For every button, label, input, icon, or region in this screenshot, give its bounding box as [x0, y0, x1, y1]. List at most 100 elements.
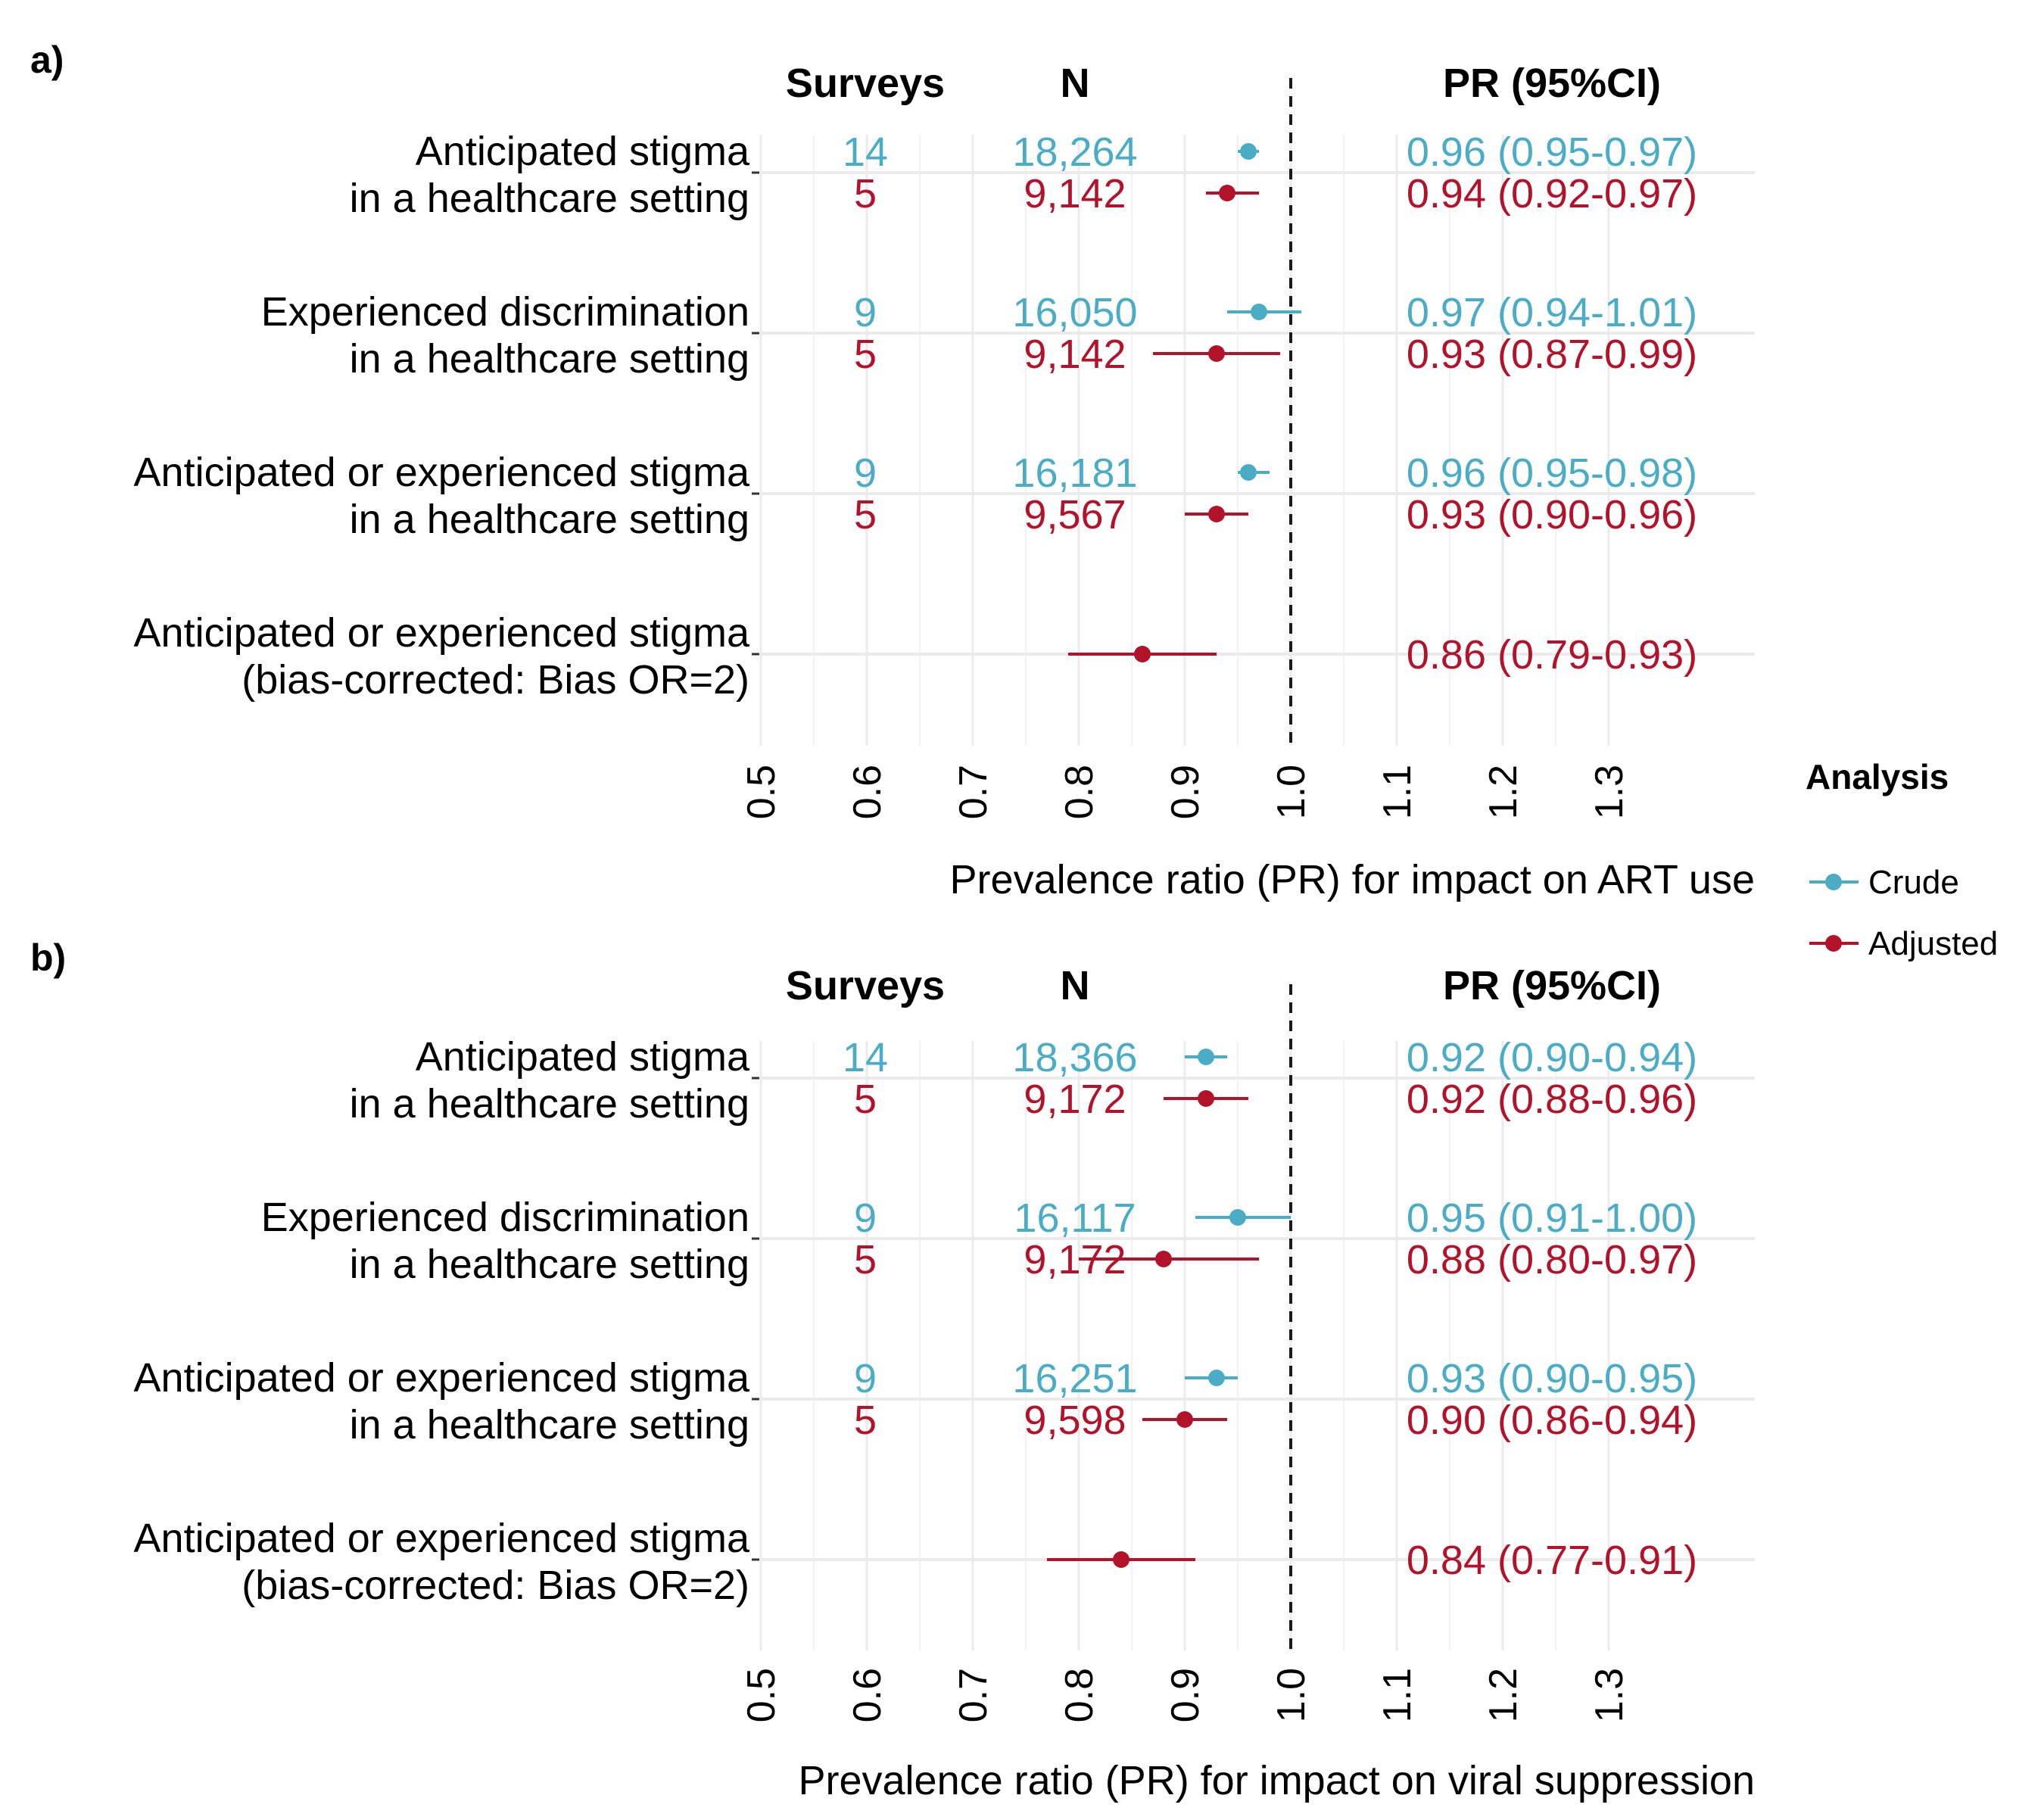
n-value: 16,181 [1012, 450, 1137, 496]
point-estimate [1251, 304, 1267, 320]
column-header-n: N [1061, 963, 1090, 1008]
point-estimate [1208, 345, 1225, 362]
x-tick-label: 0.7 [952, 765, 996, 819]
row-label-line2: in a healthcare setting [350, 1081, 749, 1127]
row-label-line2: (bias-corrected: Bias OR=2) [241, 1563, 749, 1608]
surveys-value: 5 [854, 1077, 877, 1122]
pr-ci-value: 0.84 (0.77-0.91) [1407, 1538, 1697, 1583]
pr-ci-value: 0.97 (0.94-1.01) [1407, 290, 1697, 335]
x-tick-label: 1.3 [1588, 1668, 1631, 1722]
point-estimate [1113, 1551, 1129, 1568]
panel-a: a)Surveys N PR (95%CI)Anticipated stigmain… [30, 39, 1755, 902]
adjusted-entry: 5 9,598 0.90 (0.86-0.94) [854, 1398, 1697, 1443]
adjusted-entry: 0.84 (0.77-0.91) [1047, 1538, 1697, 1583]
crude-entry: 9 16,050 0.97 (0.94-1.01) [854, 290, 1697, 335]
panel-b: b)Surveys N PR (95%CI)Anticipated stigmain… [30, 937, 1755, 1803]
n-value: 9,142 [1024, 171, 1126, 217]
surveys-value: 9 [854, 1195, 877, 1241]
point-estimate [1240, 143, 1257, 160]
crude-entry: 9 16,251 0.93 (0.90-0.95) [854, 1356, 1697, 1401]
surveys-value: 9 [854, 290, 877, 335]
legend-label: Adjusted [1868, 925, 1998, 962]
crude-entry: 9 16,117 0.95 (0.91-1.00) [854, 1195, 1697, 1241]
pr-ci-value: 0.86 (0.79-0.93) [1407, 632, 1697, 678]
legend: Analysis Crude Adjusted [1806, 757, 1998, 962]
n-value: 16,117 [1014, 1195, 1136, 1241]
x-tick-label: 0.5 [740, 1668, 784, 1722]
adjusted-entry: 5 9,142 0.93 (0.87-0.99) [854, 332, 1697, 377]
surveys-value: 9 [854, 450, 877, 496]
x-tick-label: 0.8 [1058, 765, 1101, 819]
x-tick-label: 0.9 [1164, 765, 1207, 819]
row-label-line1: Anticipated or experienced stigma [134, 450, 750, 495]
x-tick-label: 0.5 [740, 765, 784, 819]
adjusted-entry: 0.86 (0.79-0.93) [1068, 632, 1697, 678]
x-tick-label: 1.1 [1376, 765, 1419, 819]
surveys-value: 9 [854, 1356, 877, 1401]
crude-entry: 14 18,264 0.96 (0.95-0.97) [843, 129, 1697, 175]
pr-ci-value: 0.95 (0.91-1.00) [1407, 1195, 1697, 1241]
row-label-line2: (bias-corrected: Bias OR=2) [241, 657, 749, 703]
n-value: 18,366 [1012, 1035, 1137, 1080]
surveys-value: 5 [854, 1237, 877, 1282]
pr-ci-value: 0.96 (0.95-0.97) [1407, 129, 1697, 175]
adjusted-entry: 5 9,172 0.88 (0.80-0.97) [854, 1237, 1697, 1282]
forest-row: Anticipated or experienced stigma(bias-c… [134, 610, 1698, 703]
crude-entry: 9 16,181 0.96 (0.95-0.98) [854, 450, 1697, 496]
n-value: 16,251 [1012, 1356, 1137, 1401]
panel-label: b) [30, 937, 66, 979]
row-label-line2: in a healthcare setting [350, 497, 749, 542]
surveys-value: 5 [854, 1398, 877, 1443]
x-tick-label: 0.8 [1058, 1668, 1101, 1722]
n-value: 16,050 [1012, 290, 1137, 335]
x-tick-label: 1.2 [1482, 1668, 1525, 1722]
x-tick-label: 1.3 [1588, 765, 1631, 819]
x-axis-label: Prevalence ratio (PR) for impact on vira… [798, 1758, 1755, 1803]
point-estimate [1208, 506, 1225, 522]
row-label-line2: in a healthcare setting [350, 1402, 749, 1448]
row-label-line2: in a healthcare setting [350, 336, 749, 382]
x-tick-label: 0.9 [1164, 1668, 1207, 1722]
column-header-surveys: Surveys [786, 61, 945, 106]
x-tick-label: 0.6 [846, 765, 890, 819]
n-value: 9,598 [1024, 1398, 1126, 1443]
pr-ci-value: 0.92 (0.88-0.96) [1407, 1077, 1697, 1122]
surveys-value: 14 [843, 1035, 888, 1080]
pr-ci-value: 0.93 (0.87-0.99) [1407, 332, 1697, 377]
pr-ci-value: 0.94 (0.92-0.97) [1407, 171, 1697, 217]
legend-item-adjusted: Adjusted [1809, 925, 1998, 962]
legend-label: Crude [1868, 864, 1959, 901]
point-estimate [1176, 1411, 1193, 1428]
point-estimate [1208, 1370, 1225, 1386]
panel-label: a) [30, 39, 64, 81]
pr-ci-value: 0.96 (0.95-0.98) [1407, 450, 1697, 496]
surveys-value: 5 [854, 492, 877, 538]
row-label-line2: in a healthcare setting [350, 1242, 749, 1287]
pr-ci-value: 0.93 (0.90-0.96) [1407, 492, 1697, 538]
x-tick-label: 1.2 [1482, 765, 1525, 819]
column-header-pr: PR (95%CI) [1443, 61, 1661, 106]
column-header-pr: PR (95%CI) [1443, 963, 1661, 1008]
n-value: 9,172 [1024, 1077, 1126, 1122]
row-label-line1: Experienced discrimination [261, 1195, 749, 1240]
point-estimate [1134, 646, 1151, 662]
pr-ci-value: 0.93 (0.90-0.95) [1407, 1356, 1697, 1401]
adjusted-entry: 5 9,142 0.94 (0.92-0.97) [854, 171, 1697, 217]
pr-ci-value: 0.90 (0.86-0.94) [1407, 1398, 1697, 1443]
point-estimate [1198, 1049, 1214, 1065]
point-estimate [1219, 185, 1235, 201]
row-label-line1: Anticipated stigma [416, 1034, 750, 1080]
x-tick-label: 1.1 [1376, 1668, 1419, 1722]
legend-title: Analysis [1806, 757, 1949, 796]
point-estimate [1198, 1090, 1214, 1107]
n-value: 9,567 [1024, 492, 1126, 538]
column-header-surveys: Surveys [786, 963, 945, 1008]
legend-item-crude: Crude [1809, 864, 1959, 901]
point-estimate [1155, 1251, 1172, 1267]
